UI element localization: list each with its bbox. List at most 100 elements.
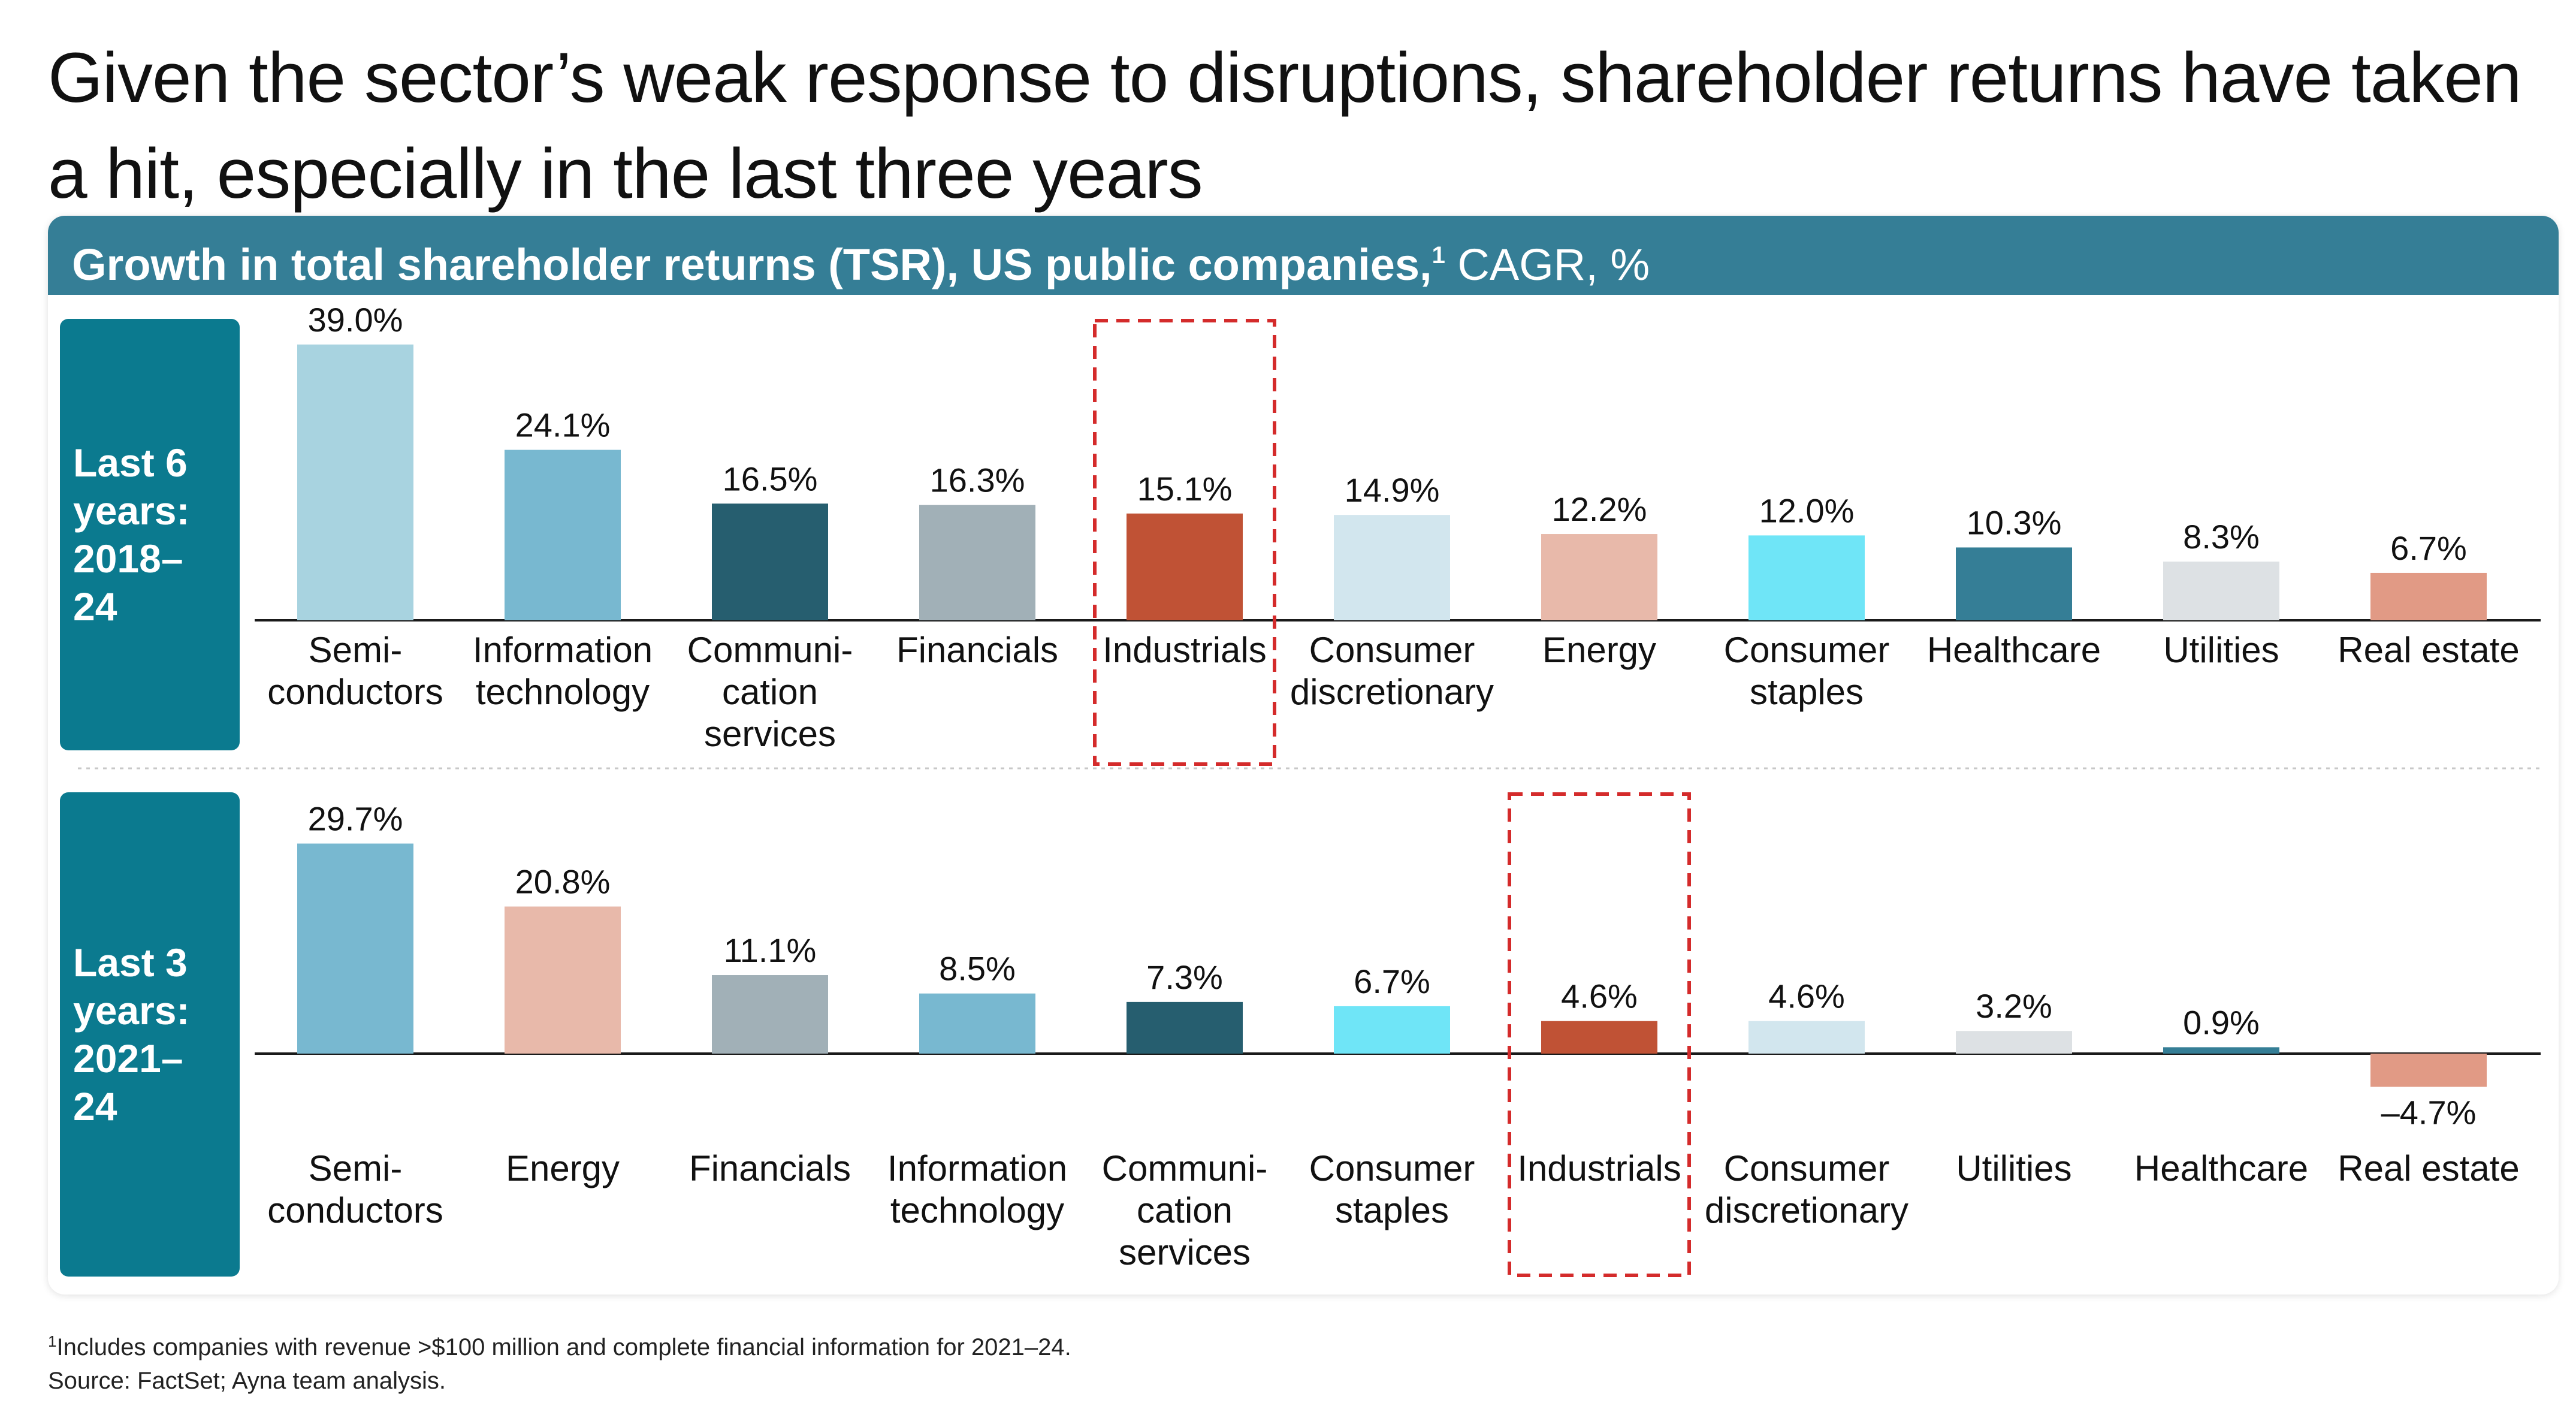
tick-label-information-technology: technology — [476, 672, 650, 712]
tick-label-real-estate: Real estate — [2338, 1148, 2520, 1188]
data-label-consumer-staples: 6.7% — [1354, 963, 1430, 1000]
chart-panel: Growth in total shareholder returns (TSR… — [48, 216, 2559, 1295]
bar-consumer-staples — [1334, 1006, 1450, 1054]
data-label-financials: 16.3% — [930, 461, 1025, 499]
bar-industrials — [1541, 1021, 1657, 1054]
tick-label-communi-cation-services: cation — [1137, 1190, 1233, 1230]
tick-label-consumer-discretionary: Consumer — [1724, 1148, 1890, 1188]
tick-label-semi-conductors: conductors — [267, 1190, 443, 1230]
tick-label-consumer-staples: staples — [1750, 672, 1864, 712]
tick-label-financials: Financials — [896, 630, 1058, 670]
tick-label-semi-conductors: conductors — [267, 672, 443, 712]
highlight-box-industrials — [1508, 792, 1691, 1277]
row-label-line: 2021– — [73, 1036, 183, 1081]
tick-label-financials: Financials — [689, 1148, 851, 1188]
bar-real-estate — [2370, 1054, 2487, 1087]
row-label-last-3-years: Last 3 years: 2021– 24 — [60, 792, 240, 1277]
bar-communi-cation-services — [1127, 1001, 1243, 1054]
row-label-last-6-years: Last 6 years: 2018– 24 — [60, 319, 240, 750]
bar-healthcare — [2163, 1047, 2279, 1054]
data-label-communi-cation-services: 16.5% — [723, 460, 818, 497]
tick-label-communi-cation-services: Communi- — [687, 630, 853, 670]
chart-header-title: Growth in total shareholder returns (TSR… — [72, 240, 1432, 289]
tick-label-consumer-discretionary: discretionary — [1705, 1190, 1908, 1230]
highlight-box-industrials — [1093, 319, 1276, 766]
data-label-information-technology: 24.1% — [515, 406, 611, 444]
tick-label-consumer-staples: Consumer — [1724, 630, 1890, 670]
tick-label-communi-cation-services: services — [704, 714, 836, 754]
tick-label-information-technology: Information — [887, 1148, 1067, 1188]
data-label-energy: 20.8% — [515, 863, 611, 901]
page-title: Given the sector’s weak response to disr… — [48, 38, 2522, 213]
data-label-healthcare: 10.3% — [1967, 503, 2062, 541]
data-label-utilities: 8.3% — [2183, 518, 2260, 556]
data-label-consumer-staples: 12.0% — [1759, 491, 1855, 529]
data-label-energy: 12.2% — [1552, 490, 1647, 528]
tick-label-consumer-staples: staples — [1335, 1190, 1449, 1230]
data-label-utilities: 3.2% — [1976, 987, 2052, 1025]
tick-label-consumer-staples: Consumer — [1309, 1148, 1475, 1188]
bar-information-technology — [505, 449, 621, 620]
tick-label-consumer-discretionary: discretionary — [1290, 672, 1494, 712]
tick-label-information-technology: technology — [890, 1190, 1064, 1230]
bar-consumer-staples — [1748, 535, 1865, 620]
bar-utilities — [1956, 1031, 2072, 1054]
data-label-financials: 11.1% — [724, 931, 817, 969]
data-label-industrials: 15.1% — [1137, 470, 1233, 508]
footnote-marker: 1 — [48, 1332, 57, 1350]
tick-label-energy: Energy — [1542, 630, 1656, 670]
chart-header-unit: CAGR, % — [1445, 240, 1650, 289]
data-label-communi-cation-services: 7.3% — [1146, 958, 1223, 996]
tick-label-utilities: Utilities — [1956, 1148, 2071, 1188]
bar-utilities — [2163, 562, 2279, 620]
row-label-line: 2018– — [73, 536, 183, 581]
bar-energy — [505, 906, 621, 1054]
data-label-consumer-discretionary: 4.6% — [1768, 977, 1845, 1015]
bar-financials — [712, 975, 828, 1054]
row-label-line: 24 — [73, 584, 117, 629]
bar-information-technology — [919, 993, 1035, 1054]
row-label-line: years: — [73, 988, 190, 1033]
source-text: Source: FactSet; Ayna team analysis. — [48, 1368, 446, 1394]
bar-semi-conductors — [297, 843, 413, 1054]
tick-label-communi-cation-services: Communi- — [1102, 1148, 1268, 1188]
tick-label-communi-cation-services: cation — [722, 672, 818, 712]
tick-label-real-estate: Real estate — [2338, 630, 2520, 670]
bar-industrials — [1127, 513, 1243, 620]
tick-label-consumer-discretionary: Consumer — [1309, 630, 1475, 670]
bar-consumer-discretionary — [1748, 1021, 1865, 1054]
data-label-real-estate: –4.7% — [2381, 1093, 2477, 1131]
bar-consumer-discretionary — [1334, 515, 1450, 620]
bar-energy — [1541, 534, 1657, 620]
row-label-line: Last 6 — [73, 440, 188, 485]
bar-healthcare — [1956, 547, 2072, 620]
data-label-information-technology: 8.5% — [939, 950, 1016, 988]
data-label-semi-conductors: 29.7% — [308, 800, 403, 838]
tick-label-healthcare: Healthcare — [1927, 630, 2101, 670]
tick-label-industrials: Industrials — [1517, 1148, 1681, 1188]
footnote-text: Includes companies with revenue >$100 mi… — [56, 1334, 1071, 1360]
tick-label-utilities: Utilities — [2163, 630, 2279, 670]
bar-real-estate — [2370, 572, 2487, 620]
tick-label-healthcare: Healthcare — [2134, 1148, 2308, 1188]
chart-header: Growth in total shareholder returns (TSR… — [48, 216, 2559, 295]
footnote: 1Includes companies with revenue >$100 m… — [48, 1324, 1846, 1398]
data-label-consumer-discretionary: 14.9% — [1345, 471, 1440, 509]
tick-label-semi-conductors: Semi- — [309, 630, 403, 670]
tick-label-semi-conductors: Semi- — [309, 1148, 403, 1188]
data-label-healthcare: 0.9% — [2183, 1003, 2260, 1041]
data-label-real-estate: 6.7% — [2390, 529, 2467, 567]
row-label-line: Last 3 — [73, 940, 188, 985]
data-label-semi-conductors: 39.0% — [308, 301, 403, 339]
tick-label-information-technology: Information — [473, 630, 653, 670]
bar-semi-conductors — [297, 344, 413, 620]
row-label-line: 24 — [73, 1084, 117, 1129]
bar-communi-cation-services — [712, 503, 828, 620]
chart-header-footnote-marker: 1 — [1432, 242, 1445, 268]
tick-label-communi-cation-services: services — [1119, 1232, 1251, 1272]
tick-label-energy: Energy — [506, 1148, 620, 1188]
row-label-line: years: — [73, 488, 190, 533]
bar-financials — [919, 505, 1035, 620]
data-label-industrials: 4.6% — [1561, 977, 1638, 1015]
